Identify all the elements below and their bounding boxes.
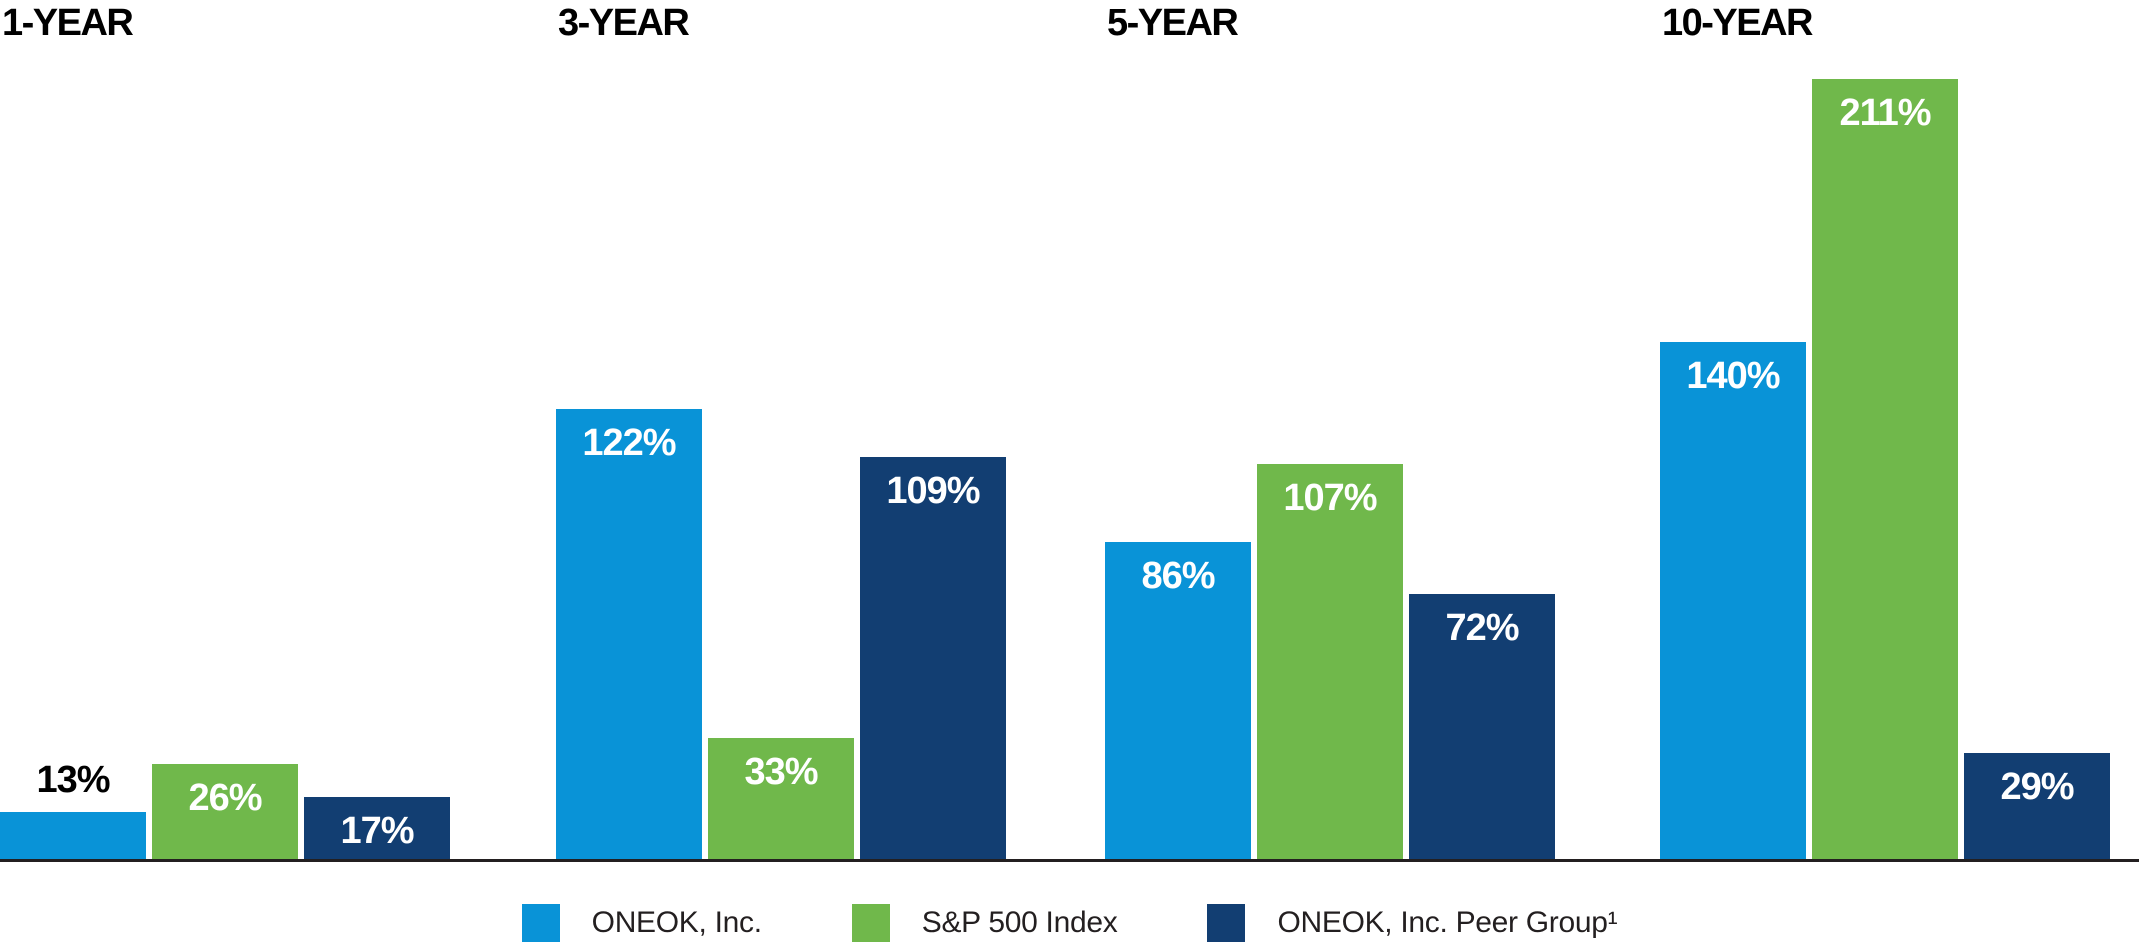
bar-3-year-oneok-inc-peer-group: [860, 457, 1006, 860]
legend-swatch-s-p-500-index: [851, 904, 890, 942]
legend-label-s-p-500-index: S&P 500 Index: [921, 906, 1118, 939]
bar-10-year-s-p-500-index: [1812, 79, 1958, 860]
bar-3-year-s-p-500-index: [708, 738, 854, 860]
legend-swatch-oneok-inc-peer-group: [1207, 904, 1246, 942]
bar-5-year-s-p-500-index: [1257, 464, 1403, 860]
bar-5-year-oneok-inc: [1105, 542, 1251, 860]
value-label-1-year-s-p-500-index: 26%: [188, 777, 262, 819]
bar-1-year-oneok-inc-peer-group: [304, 797, 450, 860]
value-label-10-year-oneok-inc: 140%: [1686, 355, 1780, 397]
bar-1-year-oneok-inc: [0, 812, 146, 860]
value-label-3-year-oneok-inc: 122%: [582, 422, 676, 464]
value-label-10-year-oneok-inc-peer-group: 29%: [2000, 766, 2074, 808]
legend-item-s-p-500-index: S&P 500 Index: [851, 904, 1118, 942]
period-label-1-year: 1-YEAR: [2, 2, 134, 44]
legend-item-oneok-inc: ONEOK, Inc.: [521, 904, 762, 942]
legend-label-oneok-inc-peer-group: ONEOK, Inc. Peer Group¹: [1277, 906, 1618, 939]
period-label-3-year: 3-YEAR: [558, 2, 690, 44]
period-label-5-year: 5-YEAR: [1107, 2, 1239, 44]
bar-1-year-s-p-500-index: [152, 764, 298, 860]
value-label-3-year-oneok-inc-peer-group: 109%: [886, 470, 980, 512]
bar-10-year-oneok-inc: [1660, 342, 1806, 860]
value-label-5-year-oneok-inc-peer-group: 72%: [1445, 607, 1519, 649]
value-label-1-year-oneok-inc: 13%: [36, 759, 110, 801]
legend-label-oneok-inc: ONEOK, Inc.: [591, 906, 762, 939]
legend-swatch-oneok-inc: [521, 904, 560, 942]
value-label-5-year-s-p-500-index: 107%: [1283, 477, 1377, 519]
value-label-10-year-s-p-500-index: 211%: [1839, 92, 1931, 134]
bar-5-year-oneok-inc-peer-group: [1409, 594, 1555, 860]
x-axis-line: [0, 859, 2139, 862]
value-label-3-year-s-p-500-index: 33%: [744, 751, 818, 793]
value-label-5-year-oneok-inc: 86%: [1141, 555, 1215, 597]
legend-item-oneok-inc-peer-group: ONEOK, Inc. Peer Group¹: [1207, 904, 1618, 942]
chart-legend: ONEOK, Inc. S&P 500 Index ONEOK, Inc. Peer…: [0, 901, 2139, 945]
bar-10-year-oneok-inc-peer-group: [1964, 753, 2110, 860]
period-label-10-year: 10-YEAR: [1662, 2, 1814, 44]
bar-3-year-oneok-inc: [556, 409, 702, 860]
value-label-1-year-oneok-inc-peer-group: 17%: [340, 810, 414, 852]
